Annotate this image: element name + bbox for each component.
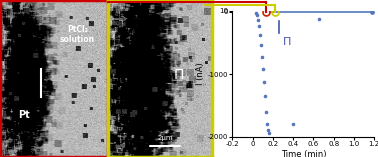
- X-axis label: Time (min): Time (min): [280, 149, 326, 157]
- Point: [260, 68, 266, 70]
- Point: [257, 33, 263, 36]
- Point: [264, 123, 270, 125]
- Point: [316, 18, 322, 20]
- Text: 2μm: 2μm: [157, 135, 173, 141]
- Point: [254, 14, 260, 17]
- Point: [262, 95, 268, 97]
- Point: [290, 123, 296, 125]
- Text: Π: Π: [283, 37, 291, 47]
- Point: [255, 19, 261, 21]
- Text: Π: Π: [173, 68, 184, 82]
- Point: [258, 43, 264, 46]
- Text: PtCl₂
solution: PtCl₂ solution: [60, 25, 95, 44]
- Text: Pt: Pt: [18, 110, 29, 120]
- Point: [256, 25, 262, 27]
- Point: [263, 110, 269, 113]
- Point: [265, 129, 271, 132]
- Point: [261, 80, 267, 83]
- Point: [253, 12, 259, 14]
- Point: [266, 132, 272, 135]
- Y-axis label: I (nA): I (nA): [196, 62, 205, 85]
- Point: [369, 10, 375, 13]
- Point: [259, 55, 265, 58]
